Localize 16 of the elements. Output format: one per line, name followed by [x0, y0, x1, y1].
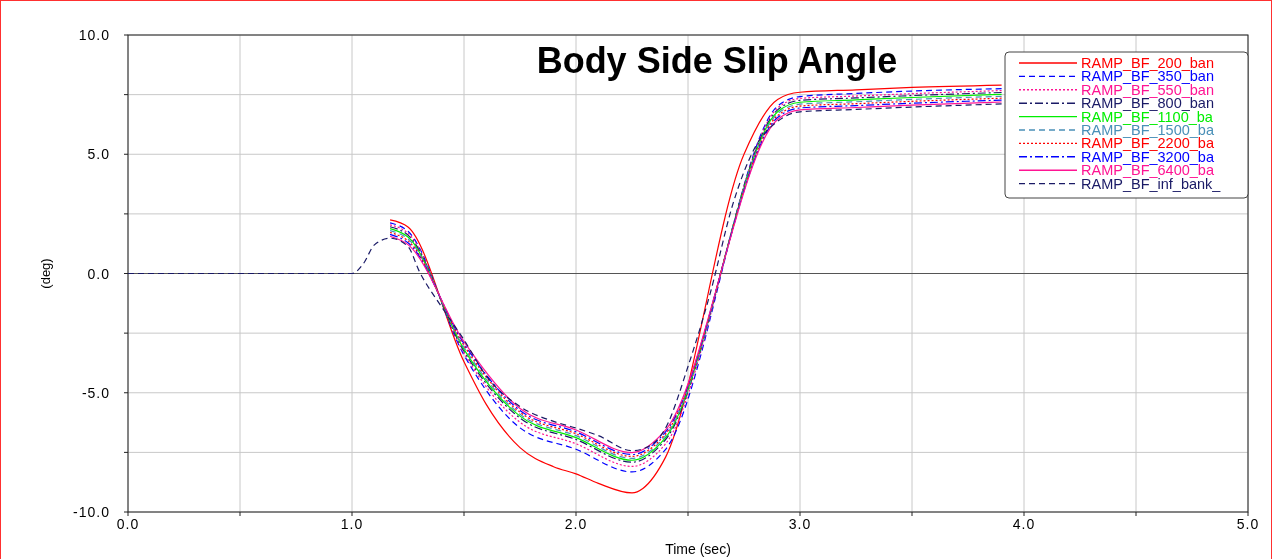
- y-tick-label: 10.0: [78, 27, 110, 43]
- x-tick-label: 3.0: [788, 516, 812, 532]
- y-tick-label: 0.0: [87, 265, 110, 282]
- legend-label: RAMP_BF_1500_ba: [1081, 122, 1215, 138]
- y-tick-label: -10.0: [73, 504, 110, 520]
- y-tick-label: 5.0: [87, 146, 110, 163]
- x-tick-label: 5.0: [1236, 516, 1260, 532]
- x-tick-label: 4.0: [1012, 516, 1036, 532]
- x-tick-label: 2.0: [564, 516, 588, 532]
- legend-label: RAMP_BF_200_ban: [1081, 55, 1214, 71]
- x-tick-label: 0.0: [116, 516, 140, 532]
- x-axis-title: Time (sec): [665, 541, 731, 557]
- chart-title: Body Side Slip Angle: [536, 40, 898, 81]
- y-axis-title: (deg): [38, 258, 53, 289]
- x-tick-label: 1.0: [340, 516, 364, 532]
- y-tick-label: -5.0: [81, 384, 110, 401]
